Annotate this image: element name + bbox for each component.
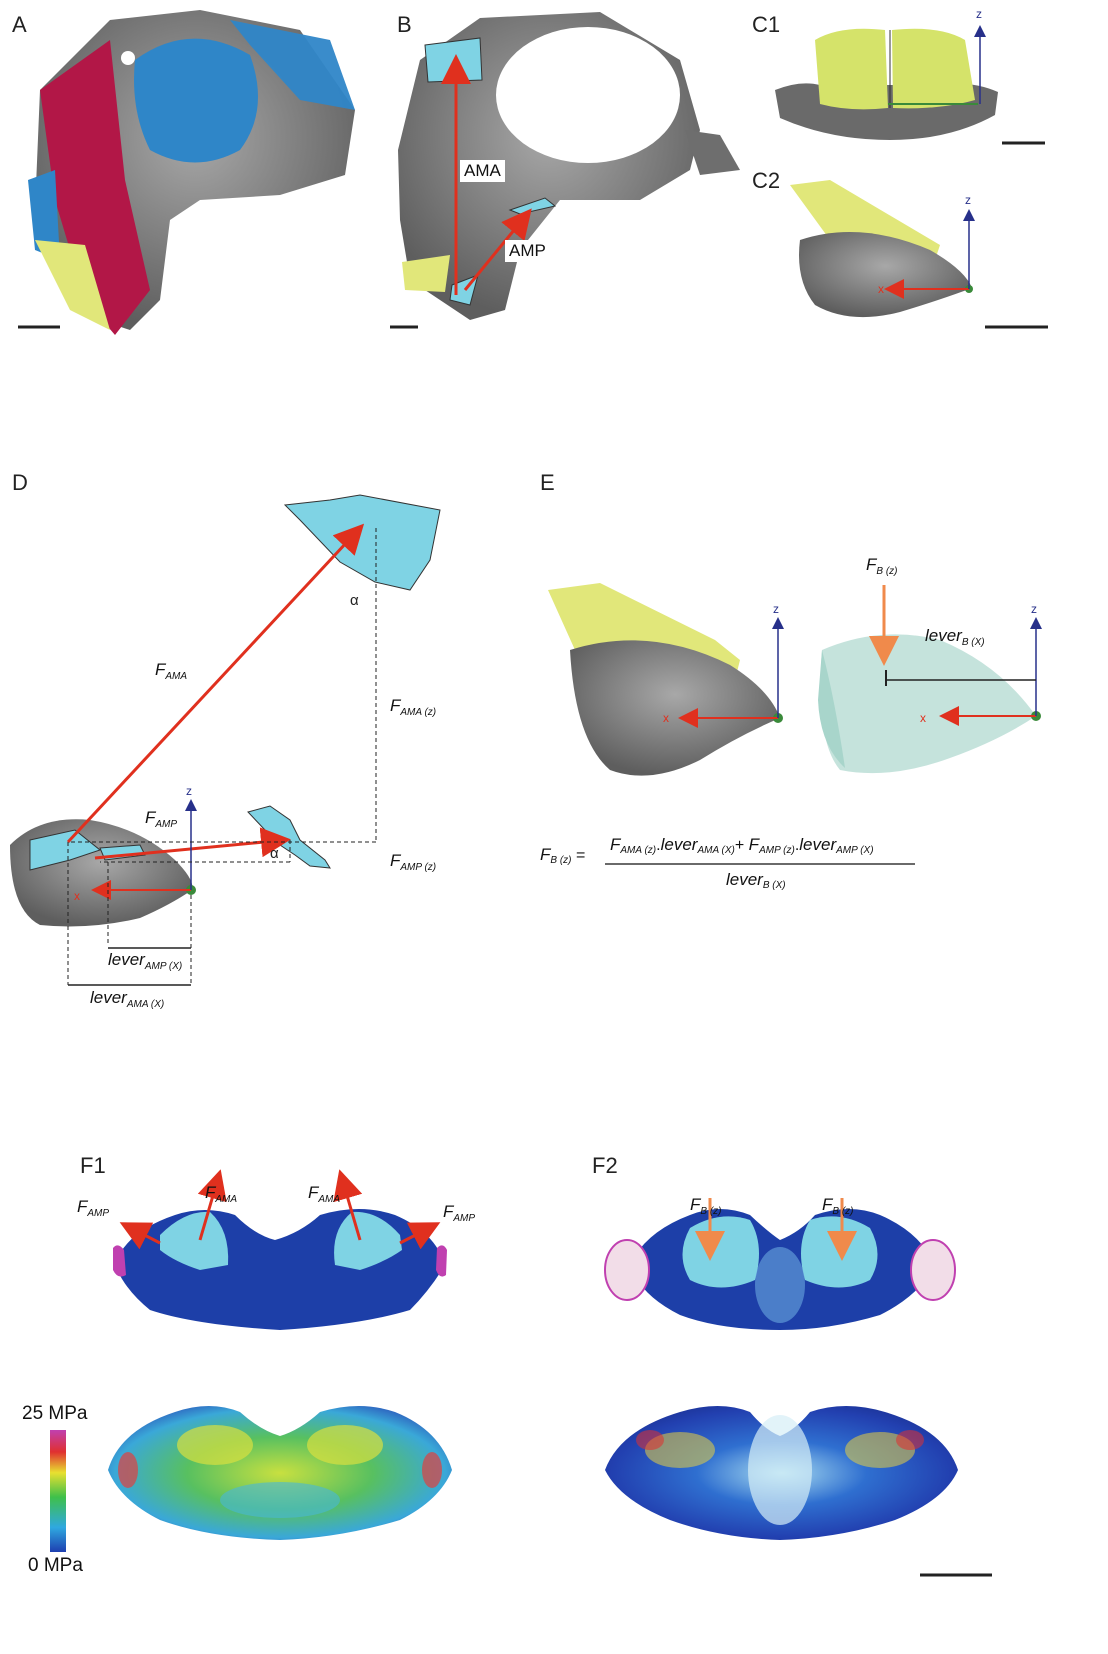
formula-num1-f: F <box>610 835 621 854</box>
d-label-lever-ama: leverAMA (X) <box>90 988 164 1010</box>
panel-e-jaw-right <box>818 585 1042 774</box>
f1-label-f-ama-right: FAMA <box>308 1183 340 1205</box>
f-ama-sub: AMA <box>214 1194 237 1205</box>
f-letter: F <box>205 1183 217 1202</box>
panel-f2-model <box>604 1198 956 1330</box>
f-b-sub: B (z) <box>876 566 897 577</box>
panel-label-a: A <box>12 12 27 37</box>
c1-axis-z: z <box>976 7 982 21</box>
panel-label-e: E <box>540 470 555 495</box>
formula-num1-lever: lever <box>660 835 698 854</box>
lever-ama-sub: AMA (X) <box>126 999 164 1010</box>
d-label-lever-amp: leverAMP (X) <box>108 950 182 972</box>
d-alpha-lower: α <box>270 845 279 862</box>
formula-dot2: . <box>794 837 800 854</box>
scale-min-label: 0 MPa <box>28 1555 83 1576</box>
formula-equals: = <box>575 847 586 864</box>
panel-label-c1: C1 <box>752 12 781 37</box>
panel-c1-jaw <box>775 25 998 140</box>
label-amp: AMP <box>505 240 550 262</box>
f-letter: F <box>866 555 878 574</box>
panel-label-f2: F2 <box>592 1153 618 1178</box>
stress-color-scale <box>50 1430 66 1552</box>
panel-d-diagram <box>10 494 441 986</box>
panel-f1-model <box>113 1169 447 1330</box>
panel-label-b: B <box>397 12 412 37</box>
formula-den-lever: lever <box>726 870 763 889</box>
f2-label-f-b-left: FB (z) <box>690 1195 722 1217</box>
formula-numerator: FAMA (z).leverAMA (X)+ FAMP (z).leverAMP… <box>610 835 874 856</box>
panel-label-f1: F1 <box>80 1153 106 1178</box>
panel-label-c2: C2 <box>752 168 781 193</box>
formula-lhs-f: F <box>540 845 551 864</box>
lever-b-sub: B (X) <box>962 637 985 648</box>
f-ama-sub: AMA <box>317 1194 340 1205</box>
formula-num2-lever: lever <box>799 835 837 854</box>
d-axis-x: x <box>74 889 80 903</box>
f-letter: F <box>390 851 402 870</box>
c2-axis-x: x <box>878 282 884 296</box>
formula-lhs: FB (z) = <box>540 845 585 866</box>
f-letter: F <box>308 1183 320 1202</box>
formula-num1-lever-sub: AMA (X) <box>697 845 735 856</box>
lever-word: lever <box>925 626 963 645</box>
e-left-axis-z: z <box>773 602 779 616</box>
panel-a-skull <box>28 10 355 335</box>
f-ama-sub: AMA <box>164 671 187 682</box>
e-label-f-b: FB (z) <box>866 555 898 577</box>
d-alpha-upper: α <box>350 592 359 609</box>
f1-label-f-amp-right: FAMP <box>443 1202 475 1224</box>
f2-label-f-b-right: FB (z) <box>822 1195 854 1217</box>
d-label-f-ama: FAMA <box>155 660 187 682</box>
f-letter: F <box>145 808 157 827</box>
f-letter: F <box>443 1202 455 1221</box>
lever-word: lever <box>90 988 128 1007</box>
f-letter: F <box>390 696 402 715</box>
label-ama: AMA <box>460 160 505 182</box>
lever-amp-sub: AMP (X) <box>144 961 182 972</box>
f-b-sub: B (z) <box>832 1206 853 1217</box>
formula-num2-sub: AMP (z) <box>759 845 795 856</box>
f1-label-f-amp-left: FAMP <box>77 1197 109 1219</box>
panel-b-skull <box>398 12 740 320</box>
f-letter: F <box>155 660 167 679</box>
panel-c2-jaw <box>790 180 975 318</box>
panel-e-jaw-left <box>548 583 784 776</box>
f-amp-z-sub: AMP (z) <box>399 862 436 873</box>
d-axis-z: z <box>186 784 192 798</box>
lever-word: lever <box>108 950 146 969</box>
e-right-axis-x: x <box>920 711 926 725</box>
d-label-f-amp: FAMP <box>145 808 177 830</box>
panel-label-d: D <box>12 470 28 495</box>
formula-num1-sub: AMA (z) <box>620 845 657 856</box>
scale-max-label: 25 MPa <box>22 1403 88 1424</box>
panel-f1-stress-map <box>108 1406 452 1540</box>
d-label-f-amp-z: FAMP (z) <box>390 851 436 873</box>
f-b-sub: B (z) <box>700 1206 721 1217</box>
f-amp-sub: AMP <box>452 1213 475 1224</box>
formula-denominator: leverB (X) <box>726 870 786 891</box>
f-ama-z-sub: AMA (z) <box>399 707 436 718</box>
formula-den-sub: B (X) <box>762 880 786 891</box>
formula-lhs-sub: B (z) <box>550 855 572 866</box>
f-letter: F <box>822 1195 834 1214</box>
e-right-axis-z: z <box>1031 602 1037 616</box>
formula-num2-f: F <box>748 835 760 854</box>
formula-plus: + <box>734 837 745 854</box>
f-letter: F <box>77 1197 89 1216</box>
formula-num2-lever-sub: AMP (X) <box>836 845 874 856</box>
c2-axis-z: z <box>965 193 971 207</box>
d-label-f-ama-z: FAMA (z) <box>390 696 436 718</box>
panel-f2-stress-map <box>605 1406 958 1540</box>
f-letter: F <box>690 1195 702 1214</box>
f-amp-sub: AMP <box>154 819 177 830</box>
f1-label-f-ama-left: FAMA <box>205 1183 237 1205</box>
f-amp-sub: AMP <box>86 1208 109 1219</box>
e-label-lever-b: leverB (X) <box>925 626 985 648</box>
formula-dot1: . <box>656 837 661 854</box>
e-left-axis-x: x <box>663 711 669 725</box>
